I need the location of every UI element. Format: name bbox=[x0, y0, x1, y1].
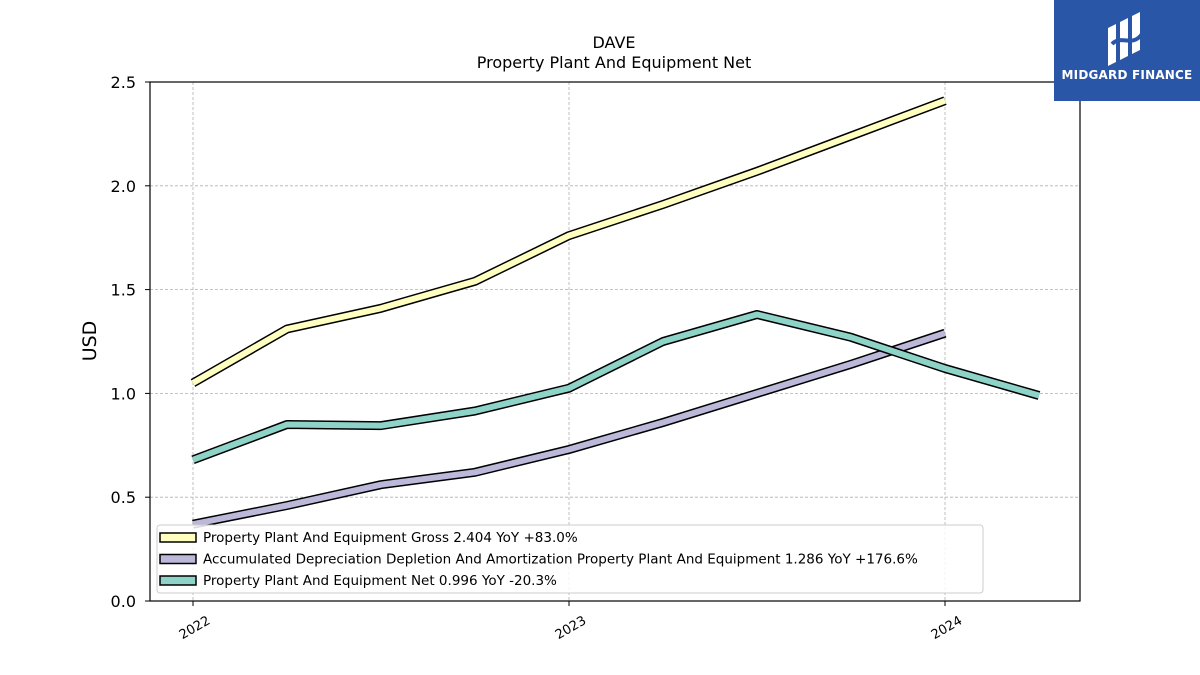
logo-text: MIDGARD FINANCE bbox=[1061, 68, 1193, 82]
legend-entry-1: Accumulated Depreciation Depletion And A… bbox=[203, 552, 918, 568]
legend-swatch-0 bbox=[159, 532, 197, 543]
midgard-finance-logo: MIDGARD FINANCE bbox=[1054, 0, 1200, 101]
legend-box bbox=[156, 524, 984, 594]
y-tick-label: 2.5 bbox=[111, 73, 136, 92]
series-line-2 bbox=[191, 311, 1040, 463]
x-tick-label: 2023 bbox=[553, 613, 589, 643]
legend-entry-0: Property Plant And Equipment Gross 2.404… bbox=[203, 530, 578, 546]
y-axis-label: USD bbox=[79, 321, 101, 362]
legend-swatch-2 bbox=[159, 575, 197, 586]
series-line-1 bbox=[192, 330, 946, 528]
plot-frame bbox=[149, 81, 1081, 602]
grid bbox=[150, 81, 1080, 602]
legend: Property Plant And Equipment Gross 2.404… bbox=[156, 524, 984, 594]
logo-mark-icon bbox=[1108, 12, 1144, 66]
y-tick-label: 1.0 bbox=[111, 384, 136, 403]
chart-subtitle: Property Plant And Equipment Net bbox=[477, 53, 752, 72]
series-lines bbox=[190, 96, 1041, 529]
y-tick-label: 1.5 bbox=[111, 281, 136, 300]
x-tick-label: 2024 bbox=[929, 613, 965, 643]
y-tick-label: 0.0 bbox=[111, 592, 136, 611]
y-tick-label: 2.0 bbox=[111, 177, 136, 196]
series-line-0 bbox=[191, 97, 947, 386]
y-tick-label: 0.5 bbox=[111, 488, 136, 507]
chart-title: DAVE bbox=[592, 33, 635, 52]
x-tick-label: 2022 bbox=[177, 613, 213, 643]
legend-entry-2: Property Plant And Equipment Net 0.996 Y… bbox=[203, 573, 557, 589]
legend-swatch-1 bbox=[159, 553, 197, 565]
